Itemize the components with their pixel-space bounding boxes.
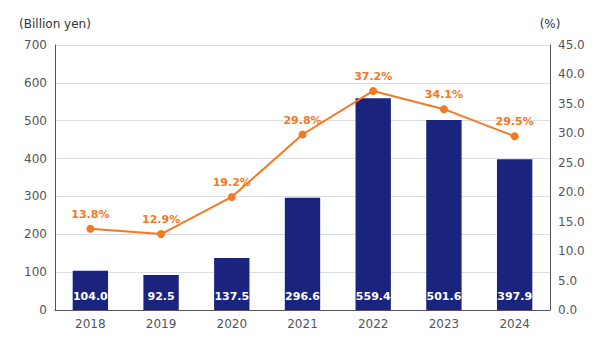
svg-text:37.2%: 37.2%	[354, 70, 392, 83]
svg-text:0.0: 0.0	[558, 303, 577, 317]
svg-text:2019: 2019	[146, 317, 177, 331]
svg-text:559.4: 559.4	[356, 290, 391, 303]
svg-text:35.0: 35.0	[558, 97, 585, 111]
svg-text:5.0: 5.0	[558, 274, 577, 288]
svg-text:501.6: 501.6	[427, 290, 462, 303]
svg-text:296.6: 296.6	[285, 290, 320, 303]
svg-text:2018: 2018	[75, 317, 106, 331]
svg-text:12.9%: 12.9%	[142, 213, 180, 226]
svg-text:600: 600	[24, 76, 47, 90]
svg-text:25.0: 25.0	[558, 156, 585, 170]
svg-text:2022: 2022	[358, 317, 389, 331]
svg-text:100: 100	[24, 265, 47, 279]
svg-text:(%): (%)	[540, 17, 561, 31]
svg-text:397.9: 397.9	[497, 290, 532, 303]
svg-text:200: 200	[24, 227, 47, 241]
svg-text:40.0: 40.0	[558, 67, 585, 81]
svg-text:300: 300	[24, 189, 47, 203]
svg-text:700: 700	[24, 38, 47, 52]
svg-text:500: 500	[24, 114, 47, 128]
svg-text:2024: 2024	[499, 317, 530, 331]
svg-text:15.0: 15.0	[558, 215, 585, 229]
svg-text:(Billion yen): (Billion yen)	[19, 17, 91, 31]
svg-text:19.2%: 19.2%	[213, 176, 251, 189]
svg-text:30.0: 30.0	[558, 126, 585, 140]
svg-text:2020: 2020	[217, 317, 248, 331]
svg-text:137.5: 137.5	[214, 290, 249, 303]
svg-text:2023: 2023	[429, 317, 460, 331]
svg-text:20.0: 20.0	[558, 185, 585, 199]
svg-text:0: 0	[39, 303, 47, 317]
svg-text:92.5: 92.5	[148, 290, 175, 303]
svg-text:400: 400	[24, 152, 47, 166]
svg-text:29.5%: 29.5%	[496, 115, 534, 128]
svg-text:45.0: 45.0	[558, 38, 585, 52]
svg-text:13.8%: 13.8%	[71, 208, 109, 221]
svg-text:34.1%: 34.1%	[425, 88, 463, 101]
svg-text:10.0: 10.0	[558, 244, 585, 258]
svg-text:29.8%: 29.8%	[283, 114, 321, 127]
svg-text:104.0: 104.0	[73, 290, 108, 303]
svg-text:2021: 2021	[287, 317, 318, 331]
